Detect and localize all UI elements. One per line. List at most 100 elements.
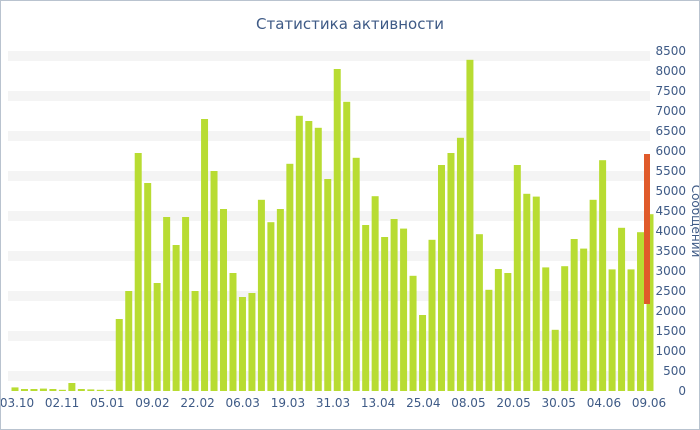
- bar[interactable]: [456, 137, 464, 391]
- bar[interactable]: [87, 389, 95, 391]
- bar[interactable]: [238, 297, 246, 391]
- x-tick-label: 19.03: [271, 396, 305, 410]
- y-tick-label: 8500: [655, 44, 686, 58]
- bar[interactable]: [343, 101, 351, 392]
- y-tick-label: 3000: [655, 264, 686, 278]
- bar[interactable]: [504, 273, 512, 391]
- bar[interactable]: [49, 389, 57, 391]
- bar[interactable]: [96, 389, 104, 391]
- bar[interactable]: [428, 239, 436, 391]
- bar[interactable]: [39, 388, 47, 391]
- bar[interactable]: [494, 269, 502, 391]
- bar[interactable]: [419, 315, 427, 391]
- bar[interactable]: [637, 232, 645, 391]
- bar[interactable]: [11, 387, 19, 391]
- x-tick-label: 04.06: [587, 396, 621, 410]
- y-tick-label: 0: [678, 384, 686, 398]
- bar[interactable]: [352, 157, 360, 391]
- y-tick-label: 6500: [655, 124, 686, 138]
- bar[interactable]: [485, 289, 493, 391]
- bar[interactable]: [58, 389, 66, 391]
- y-tick-label: 5000: [655, 184, 686, 198]
- bar[interactable]: [295, 115, 303, 392]
- bar[interactable]: [134, 153, 142, 391]
- bar[interactable]: [248, 293, 256, 391]
- y-axis-ticks: 0 500 1000 1500 2000 2500 3000 3500 4000 4500 5000…: [655, 44, 686, 398]
- y-tick-label: 4500: [655, 204, 686, 218]
- bar[interactable]: [437, 165, 445, 391]
- bar[interactable]: [447, 153, 455, 391]
- x-tick-label: 06.03: [226, 396, 260, 410]
- bar[interactable]: [381, 237, 389, 391]
- grid-band: [8, 51, 650, 61]
- x-tick-label: 31.03: [316, 396, 350, 410]
- bar[interactable]: [324, 179, 332, 391]
- bar[interactable]: [201, 119, 209, 391]
- x-axis-ticks: 03.10 02.11 05.01 09.02 22.02 06.03 19.03 31.03…: [1, 396, 666, 410]
- bar[interactable]: [409, 275, 417, 391]
- bar[interactable]: [77, 389, 85, 391]
- bar[interactable]: [172, 245, 180, 391]
- bar[interactable]: [551, 329, 559, 391]
- bar[interactable]: [333, 69, 341, 391]
- bar[interactable]: [542, 267, 550, 391]
- y-tick-label: 6000: [655, 144, 686, 158]
- x-tick-label: 09.06: [632, 396, 666, 410]
- bar[interactable]: [532, 196, 540, 391]
- bar[interactable]: [570, 239, 578, 391]
- bar-series: [11, 59, 654, 392]
- bar[interactable]: [220, 209, 228, 391]
- bar[interactable]: [371, 196, 379, 391]
- bar[interactable]: [153, 283, 161, 391]
- y-tick-label: 500: [663, 364, 686, 378]
- y-tick-label: 3500: [655, 244, 686, 258]
- y-tick-label: 4000: [655, 224, 686, 238]
- bar[interactable]: [513, 165, 521, 391]
- bar[interactable]: [163, 217, 171, 391]
- bar[interactable]: [618, 227, 626, 391]
- x-tick-label: 25.04: [406, 396, 440, 410]
- range-scrollbar[interactable]: [644, 154, 650, 304]
- bar[interactable]: [210, 171, 218, 391]
- bar[interactable]: [400, 228, 408, 391]
- grid-band: [8, 91, 650, 101]
- bar[interactable]: [229, 273, 237, 391]
- bar[interactable]: [589, 199, 597, 391]
- bar[interactable]: [68, 383, 76, 391]
- y-tick-label: 2000: [655, 304, 686, 318]
- bar[interactable]: [267, 222, 275, 391]
- bar[interactable]: [466, 59, 474, 392]
- x-tick-label: 13.04: [361, 396, 395, 410]
- x-tick-label: 09.02: [135, 396, 169, 410]
- bar[interactable]: [580, 248, 588, 391]
- bar[interactable]: [20, 389, 28, 391]
- x-tick-label: 08.05: [451, 396, 485, 410]
- bar[interactable]: [115, 319, 123, 391]
- bar[interactable]: [305, 121, 313, 391]
- bar[interactable]: [30, 389, 38, 391]
- bar[interactable]: [627, 269, 635, 391]
- x-tick-label: 30.05: [542, 396, 576, 410]
- y-tick-label: 5500: [655, 164, 686, 178]
- bar[interactable]: [599, 160, 607, 391]
- bar[interactable]: [390, 219, 398, 391]
- y-tick-label: 2500: [655, 284, 686, 298]
- bar[interactable]: [106, 389, 114, 391]
- grid-band: [8, 171, 650, 181]
- y-tick-label: 8000: [655, 64, 686, 78]
- bar[interactable]: [286, 163, 294, 391]
- bar[interactable]: [125, 291, 133, 391]
- bar[interactable]: [475, 234, 483, 391]
- bar[interactable]: [608, 269, 616, 391]
- x-tick-label: 02.11: [45, 396, 79, 410]
- bar[interactable]: [314, 127, 322, 392]
- bar[interactable]: [182, 217, 190, 391]
- bar[interactable]: [362, 225, 370, 391]
- bar[interactable]: [276, 209, 284, 391]
- bar[interactable]: [191, 291, 199, 391]
- bar[interactable]: [561, 266, 569, 391]
- bar[interactable]: [523, 193, 531, 391]
- bar[interactable]: [144, 183, 152, 391]
- bar[interactable]: [257, 199, 265, 391]
